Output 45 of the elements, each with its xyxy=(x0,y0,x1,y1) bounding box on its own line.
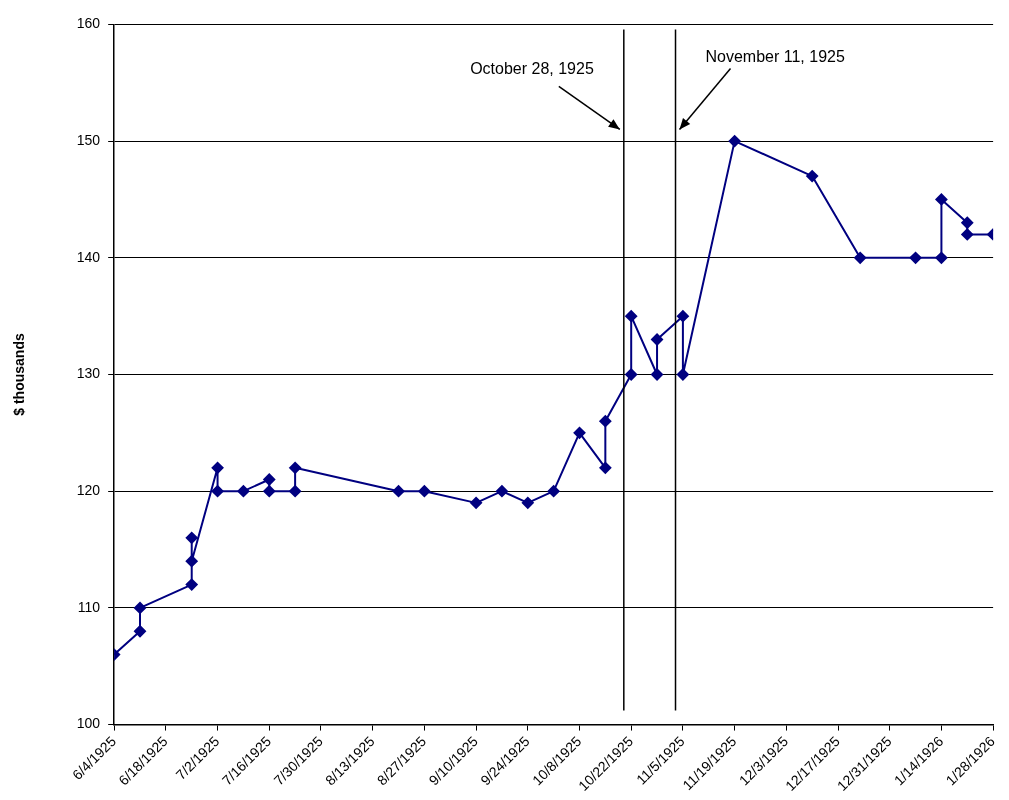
point xyxy=(909,251,922,264)
point xyxy=(134,625,147,638)
point xyxy=(935,193,948,206)
point xyxy=(237,485,250,498)
point xyxy=(961,228,974,241)
y-tick-label: 140 xyxy=(76,248,101,265)
point xyxy=(185,555,198,568)
point xyxy=(625,368,638,381)
y-tick-label: 110 xyxy=(77,598,101,615)
point xyxy=(495,485,508,498)
point xyxy=(854,251,867,264)
y-tick-label: 130 xyxy=(76,365,101,382)
point xyxy=(806,170,819,183)
point xyxy=(521,496,534,509)
point xyxy=(211,461,224,474)
point xyxy=(573,426,586,439)
point xyxy=(651,333,664,346)
point xyxy=(289,485,302,498)
point xyxy=(289,461,302,474)
ref-line-label: October 28, 1925 xyxy=(470,60,594,78)
point xyxy=(728,135,741,148)
y-tick-label: 160 xyxy=(76,15,101,32)
ref-line-label: November 11, 1925 xyxy=(705,48,845,66)
point xyxy=(263,473,276,486)
point xyxy=(599,415,612,428)
y-tick-label: 100 xyxy=(76,715,101,732)
y-axis-title: $ thousands xyxy=(11,333,28,416)
point xyxy=(263,485,276,498)
point xyxy=(651,368,664,381)
point xyxy=(676,310,689,323)
point xyxy=(676,368,689,381)
point xyxy=(185,531,198,544)
point xyxy=(935,251,948,264)
point xyxy=(392,485,405,498)
y-tick-label: 120 xyxy=(76,482,101,499)
y-tick-label: 150 xyxy=(76,131,101,148)
point xyxy=(211,485,224,498)
point xyxy=(599,461,612,474)
point xyxy=(470,496,483,509)
point xyxy=(134,601,147,614)
point xyxy=(185,578,198,591)
point xyxy=(625,310,638,323)
point xyxy=(961,216,974,229)
point xyxy=(547,485,560,498)
point xyxy=(418,485,431,498)
